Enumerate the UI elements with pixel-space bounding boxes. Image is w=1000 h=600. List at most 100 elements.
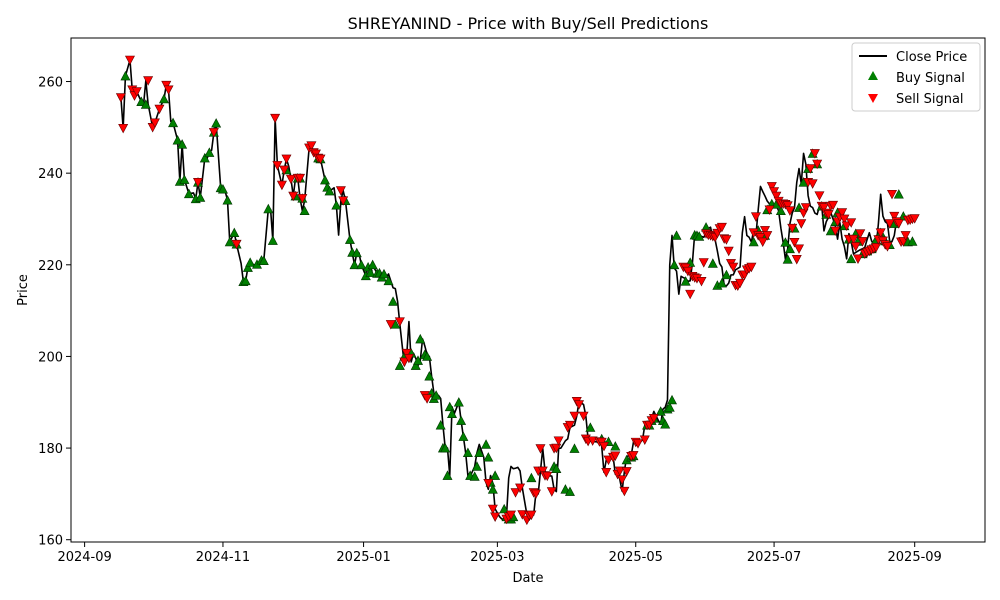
buy-signal-marker <box>431 390 442 400</box>
y-tick-label-1: 180 <box>38 442 63 457</box>
buy-signal-marker <box>211 118 222 128</box>
buy-signal-marker <box>424 370 435 381</box>
sell-signal-marker <box>791 255 802 265</box>
buy-signal-marker <box>365 267 376 277</box>
sell-signal-marker <box>517 510 528 520</box>
buy-signal-marker <box>664 402 675 412</box>
buy-signal-marker <box>344 234 355 244</box>
buy-signal-marker <box>183 188 194 199</box>
buy-signal-marker <box>367 259 378 270</box>
buy-signal-marker <box>551 463 562 473</box>
sell-signal-marker <box>208 128 219 138</box>
buy-signal-marker <box>331 200 342 210</box>
sell-signal-marker <box>823 210 834 220</box>
sell-signal-marker <box>598 441 609 452</box>
buy-signal-marker <box>526 472 537 483</box>
sell-signal-marker <box>855 229 866 239</box>
sell-signal-marker <box>231 239 242 250</box>
sell-signal-marker <box>279 165 290 176</box>
sell-signal-marker <box>764 205 775 215</box>
sell-signal-marker <box>276 180 287 191</box>
buy-signal-marker <box>179 174 190 184</box>
buy-signal-marker <box>440 442 451 453</box>
sell-signal-marker <box>805 164 816 174</box>
sell-signal-marker <box>848 234 859 245</box>
buy-signal-marker <box>415 333 426 344</box>
legend-box <box>851 42 981 112</box>
sell-signal-marker <box>403 353 414 364</box>
sell-signal-marker <box>143 76 154 86</box>
sell-signal-marker <box>750 212 761 222</box>
sell-signal-marker <box>818 203 829 213</box>
buy-signal-marker <box>775 205 786 216</box>
buy-signal-marker <box>481 439 492 449</box>
sell-signal-marker <box>828 200 839 211</box>
sell-signal-marker <box>154 104 165 115</box>
sell-signal-marker <box>487 504 498 515</box>
sell-signal-marker <box>782 201 793 211</box>
sell-signal-marker <box>124 55 135 66</box>
buy-signal-marker <box>422 351 433 361</box>
buy-signal-marker <box>453 397 464 407</box>
buy-signal-marker <box>349 259 360 270</box>
sell-signal-marker <box>757 237 768 248</box>
sell-signal-marker <box>601 468 612 478</box>
buy-signal-marker <box>410 360 421 370</box>
sell-signal-marker <box>794 244 805 254</box>
buy-signal-marker <box>458 431 469 441</box>
sell-signal-marker <box>721 235 732 245</box>
sell-signal-marker <box>542 471 553 482</box>
legend-sell-label: Sell Signal <box>896 92 964 107</box>
sell-signal-marker <box>272 161 283 171</box>
buy-signal-marker <box>462 447 473 457</box>
buy-signal-marker <box>435 420 446 430</box>
sell-signal-marker <box>884 219 895 229</box>
sell-signal-marker <box>871 243 882 253</box>
buy-signal-marker <box>784 243 795 254</box>
sell-signal-marker <box>882 242 893 252</box>
buy-signal-marker <box>258 255 269 265</box>
x-tick-label-6: 2025-09 <box>888 550 942 565</box>
y-tick-label-4: 240 <box>38 167 63 182</box>
sell-signal-marker <box>628 451 639 461</box>
buy-signal-marker <box>267 235 278 245</box>
buy-signal-marker <box>299 205 310 216</box>
y-tick-label-0: 160 <box>38 534 63 549</box>
buy-signal-marker <box>707 258 718 268</box>
buy-signal-marker <box>245 257 256 267</box>
buy-signal-marker <box>442 470 453 480</box>
sell-signal-marker <box>784 206 795 216</box>
sell-signal-marker <box>537 466 548 477</box>
sell-signal-marker <box>812 159 823 170</box>
sell-signal-marker <box>685 289 696 300</box>
sell-signal-marker <box>760 226 771 236</box>
buy-signal-marker <box>782 254 793 264</box>
sell-signal-marker <box>789 238 800 248</box>
sell-signal-marker <box>696 276 707 287</box>
x-tick-label-3: 2025-03 <box>470 550 524 565</box>
sell-signal-marker <box>796 219 807 229</box>
sell-signal-marker <box>723 246 734 257</box>
sell-signal-marker <box>837 208 848 218</box>
sell-signal-marker <box>564 420 575 431</box>
sell-signal-marker <box>551 443 562 454</box>
buy-signal-marker <box>195 192 206 202</box>
sell-signal-marker <box>787 223 798 234</box>
sell-signal-marker <box>610 451 621 462</box>
buy-signal-marker <box>394 360 405 370</box>
buy-signal-marker <box>471 461 482 471</box>
buy-signal-marker <box>893 189 904 199</box>
sell-signal-marker <box>149 118 160 128</box>
buy-signal-marker <box>351 247 362 258</box>
sell-signal-marker <box>614 466 625 477</box>
sell-signal-marker <box>295 173 306 184</box>
sell-signal-marker <box>839 214 850 225</box>
sell-signal-marker <box>161 80 172 91</box>
sell-signal-marker <box>505 510 516 521</box>
sell-signal-marker <box>281 154 292 165</box>
buy-signal-marker <box>569 443 580 453</box>
sell-signal-marker <box>399 357 410 368</box>
buy-signal-marker <box>474 447 485 457</box>
sell-signal-marker <box>875 228 886 238</box>
